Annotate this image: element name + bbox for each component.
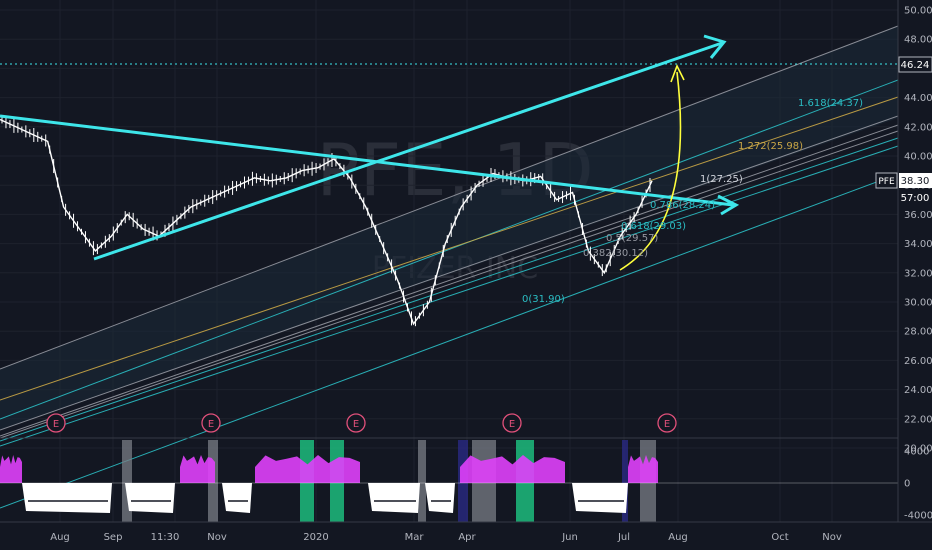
- fib-channel-line: [0, 96, 899, 401]
- ascending-arrowhead: [703, 34, 727, 59]
- price-tick-label: 30.00: [904, 298, 932, 309]
- time-tick-label: Jun: [561, 532, 578, 543]
- indicator-positive: [628, 455, 658, 483]
- price-tick-label: 28.00: [904, 327, 932, 338]
- earnings-marker-circle: [502, 413, 522, 433]
- indicator-negative: [425, 483, 455, 513]
- time-tick-label: 11:30: [151, 532, 180, 543]
- fib-channel-line: [0, 130, 899, 439]
- price-tick-label: 40.00: [904, 152, 932, 163]
- price-tick-label: 42.00: [904, 122, 932, 133]
- fib-label: 0(31.90): [522, 294, 565, 305]
- symbol-tag: PFE: [875, 172, 898, 189]
- price-tick-label: 20.00: [904, 444, 932, 455]
- price-tick-label: 48.00: [904, 35, 932, 46]
- indicator-band: [122, 440, 132, 522]
- earnings-marker-circle: [346, 413, 366, 433]
- time-tick-label: Nov: [207, 532, 227, 543]
- indicator-positive: [180, 455, 215, 483]
- price-tick-label: 44.00: [904, 93, 932, 104]
- fib-label: 0.5(29.57): [606, 233, 658, 244]
- fib-channel: [0, 25, 899, 509]
- time-tick-label: Jul: [617, 532, 630, 543]
- time-tick-label: Apr: [458, 532, 476, 543]
- fib-label: 0.382(30.12): [583, 248, 648, 259]
- fib-channel-line: [0, 173, 899, 509]
- target-price-label: 46.24: [901, 60, 930, 71]
- earnings-marker-text: E: [53, 419, 59, 430]
- indicator-tick-label: 0: [904, 479, 910, 490]
- indicator-tick-label: 4000: [904, 447, 929, 458]
- indicator-negative: [222, 483, 252, 513]
- price-tick-label: 34.00: [904, 239, 932, 250]
- projection-arc: [619, 71, 682, 271]
- fib-channel-line: [0, 79, 899, 420]
- fib-label: 0.786(28.24): [650, 200, 715, 211]
- descending-arrowhead: [717, 194, 740, 216]
- price-tick-label: 26.00: [904, 356, 932, 367]
- last-price-tag: 38.30: [899, 173, 932, 188]
- ascending-trendline: [93, 41, 723, 261]
- channel-fill: [0, 26, 898, 430]
- indicator-negative: [125, 483, 175, 513]
- price-tick-label: 32.00: [904, 268, 932, 279]
- price-tick-label: 36.00: [904, 210, 932, 221]
- earnings-marker-text: E: [509, 419, 515, 430]
- fib-channel-line: [0, 145, 899, 447]
- indicator-axis[interactable]: 4000 0 -4000: [904, 447, 932, 522]
- countdown-tag: 57:00: [899, 190, 932, 204]
- time-tick-label: Sep: [104, 532, 123, 543]
- earnings-marker-text: E: [208, 419, 214, 430]
- earnings-marker-circle: [657, 413, 677, 433]
- indicator-negative: [572, 483, 628, 513]
- fib-label: 0.618(29.03): [621, 221, 686, 232]
- time-tick-label: Aug: [668, 532, 688, 543]
- fib-label: 1.618(24.37): [798, 98, 863, 109]
- fib-channel-line: [0, 115, 899, 431]
- time-tick-label: Oct: [771, 532, 788, 543]
- price-tick-label: 22.00: [904, 414, 932, 425]
- fib-channel-line: [0, 124, 899, 437]
- earnings-marker-circle: [46, 413, 66, 433]
- trend-drawings[interactable]: [0, 34, 898, 271]
- time-tick-label: Mar: [405, 532, 425, 543]
- indicator-positive: [0, 455, 22, 483]
- earnings-marker-text: E: [664, 419, 670, 430]
- indicator-positive: [255, 455, 360, 483]
- projection-arc-head: [670, 64, 685, 83]
- price-tick-label: 24.00: [904, 385, 932, 396]
- indicator-band: [418, 440, 426, 522]
- indicator-pane: [0, 440, 898, 522]
- fib-labels: 1.618(24.37) 1.272(25.98) 1(27.25) 0.786(28…: [522, 98, 863, 305]
- fib-channel-line: [0, 25, 899, 370]
- indicator-negative: [22, 483, 112, 513]
- last-price-label: 38.30: [901, 176, 930, 187]
- countdown-label: 57:00: [901, 193, 930, 204]
- target-price-tag: 46.24: [898, 56, 932, 73]
- symbol-tag-text: PFE: [878, 177, 895, 187]
- time-tick-label: 2020: [303, 532, 328, 543]
- time-axis[interactable]: Aug Sep 11:30 Nov 2020 Mar Apr Jun Jul Aug Oct Nov: [50, 532, 842, 543]
- indicator-positive: [460, 455, 565, 483]
- earnings-marker-text: E: [353, 419, 359, 430]
- time-tick-label: Aug: [50, 532, 70, 543]
- indicator-negative: [368, 483, 420, 513]
- indicator-band: [622, 440, 628, 522]
- price-line: [0, 118, 653, 326]
- earnings-marker-circle: [201, 413, 221, 433]
- fib-channel-line: [0, 137, 899, 442]
- indicator-tick-label: -4000: [904, 511, 932, 522]
- time-tick-label: Nov: [822, 532, 842, 543]
- descending-trendline: [0, 114, 734, 207]
- price-tick-label: 50.00: [904, 6, 932, 17]
- fib-label: 1.272(25.98): [738, 141, 803, 152]
- fib-label: 1(27.25): [700, 174, 743, 185]
